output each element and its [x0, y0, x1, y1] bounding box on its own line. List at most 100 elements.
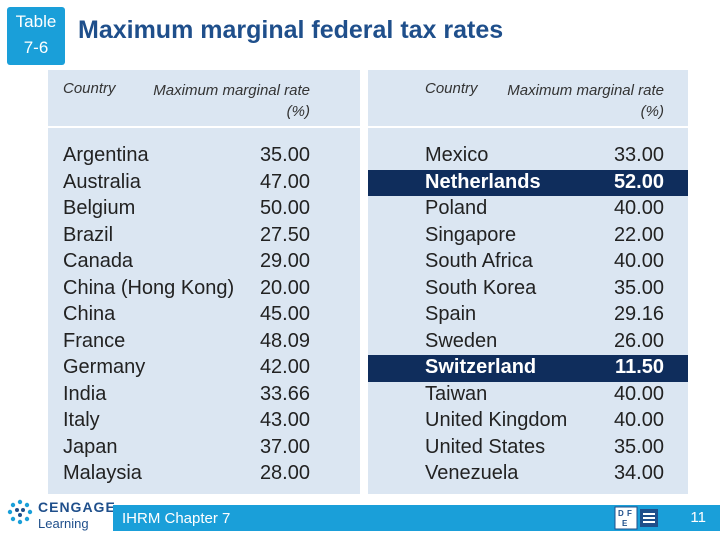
rate-cell: 34.00 [613, 462, 664, 484]
header-rate: Maximum marginal rate (%) [153, 82, 310, 120]
table-row: Switzerland 11.50 [368, 355, 688, 382]
rate-cell: 35.00 [613, 435, 664, 458]
rate-cell: 29.00 [259, 250, 310, 272]
country-cell: Argentina [63, 144, 149, 166]
rate-cell: 47.00 [259, 170, 310, 193]
rate-cell: 48.09 [259, 329, 310, 352]
rate-cell: 27.50 [259, 223, 310, 246]
country-cell: France [63, 329, 126, 352]
rate-cell: 22.00 [613, 223, 664, 246]
table-row: Australia 47.00 [48, 170, 360, 197]
country-cell: Spain [425, 303, 477, 325]
country-cell: Netherlands [425, 170, 541, 193]
table-row: China (Hong Kong) 20.00 [48, 276, 360, 303]
rate-cell: 40.00 [613, 409, 664, 431]
country-cell: Taiwan [425, 382, 488, 405]
table-row: Singapore 22.00 [368, 223, 688, 250]
country-cell: Italy [63, 409, 100, 431]
country-cell: Malaysia [63, 462, 142, 484]
header-country: Country [425, 80, 478, 97]
table-row: South Africa 40.00 [368, 249, 688, 276]
header-country: Country [63, 80, 116, 97]
table-label: Table [15, 12, 57, 31]
svg-text:D: D [618, 509, 624, 518]
country-cell: Canada [63, 250, 134, 272]
country-cell: South Korea [425, 276, 537, 299]
table-row: Taiwan 40.00 [368, 382, 688, 409]
table-row: Sweden 26.00 [368, 329, 688, 356]
table-row: Netherlands 52.00 [368, 169, 688, 196]
svg-text:F: F [627, 509, 632, 518]
country-cell: Germany [63, 356, 146, 378]
country-cell: India [63, 382, 107, 405]
rate-cell: 43.00 [259, 409, 310, 431]
logo-line1: CENGAGE [38, 499, 116, 515]
table-row: Canada 29.00 [48, 249, 360, 276]
rate-cell: 33.66 [259, 382, 310, 405]
country-cell: United Kingdom [425, 409, 568, 431]
table-header: Country Maximum marginal rate (%) [368, 70, 688, 126]
table-row: Venezuela 34.00 [368, 461, 688, 488]
table-header: Country Maximum marginal rate (%) [48, 70, 360, 126]
rate-cell: 40.00 [613, 197, 664, 219]
table-row: United States 35.00 [368, 435, 688, 462]
table-row: China 45.00 [48, 302, 360, 329]
rate-cell: 20.00 [259, 276, 310, 299]
rate-cell: 35.00 [613, 276, 664, 299]
table-row: France 48.09 [48, 329, 360, 356]
country-cell: Japan [63, 435, 118, 458]
rate-cell: 45.00 [259, 303, 310, 325]
rate-cell: 42.00 [259, 356, 310, 378]
rate-cell: 33.00 [613, 144, 664, 166]
table-row: Spain 29.16 [368, 302, 688, 329]
doe-logo-icon: D F E [614, 506, 658, 530]
logo-line2: Learning [38, 516, 89, 531]
country-cell: Poland [425, 197, 488, 219]
country-cell: Brazil [63, 223, 114, 246]
country-cell: China [63, 303, 116, 325]
table-right: Country Maximum marginal rate (%) Mexico… [368, 70, 688, 494]
rate-cell: 29.16 [613, 303, 664, 325]
header-rate: Maximum marginal rate (%) [507, 82, 664, 120]
svg-text:E: E [622, 519, 628, 528]
country-cell: Australia [63, 170, 141, 193]
cengage-logo: CENGAGE Learning [6, 498, 115, 536]
table-row: Argentina 35.00 [48, 143, 360, 170]
table-row: Japan 37.00 [48, 435, 360, 462]
country-cell: Switzerland [425, 356, 537, 378]
table-row: Mexico 33.00 [368, 143, 688, 170]
country-cell: Singapore [425, 223, 517, 246]
table-row: India 33.66 [48, 382, 360, 409]
table-row: Brazil 27.50 [48, 223, 360, 250]
table-body: Argentina 35.00 Australia 47.00 Belgium 50.00… [48, 128, 360, 494]
country-cell: China (Hong Kong) [63, 276, 235, 299]
country-cell: Venezuela [425, 462, 519, 484]
rate-cell: 11.50 [615, 356, 664, 378]
table-row: United Kingdom 40.00 [368, 408, 688, 435]
rate-cell: 50.00 [259, 197, 310, 219]
table-number-badge: Table 7-6 [7, 7, 65, 65]
rate-cell: 52.00 [613, 170, 664, 193]
country-cell: United States [425, 435, 546, 458]
rate-cell: 40.00 [613, 382, 664, 405]
rate-cell: 35.00 [259, 144, 310, 166]
country-cell: Sweden [425, 329, 498, 352]
table-number: 7-6 [23, 38, 49, 57]
table-row: Italy 43.00 [48, 408, 360, 435]
table-row: Germany 42.00 [48, 355, 360, 382]
table-row: Belgium 50.00 [48, 196, 360, 223]
rate-cell: 28.00 [259, 462, 310, 484]
table-row: South Korea 35.00 [368, 276, 688, 303]
table-left: Country Maximum marginal rate (%) Argent… [48, 70, 360, 494]
country-cell: Belgium [63, 197, 136, 219]
page-number: 11 [690, 509, 706, 526]
footer-chapter: IHRM Chapter 7 [122, 510, 231, 527]
country-cell: South Africa [425, 250, 533, 272]
table-body: Mexico 33.00 Netherlands 52.00 Poland 40.00 Si… [368, 128, 688, 494]
country-cell: Mexico [425, 144, 489, 166]
rate-cell: 37.00 [259, 435, 310, 458]
table-row: Malaysia 28.00 [48, 461, 360, 488]
table-row: Poland 40.00 [368, 196, 688, 223]
rate-cell: 40.00 [613, 250, 664, 272]
rate-cell: 26.00 [613, 329, 664, 352]
